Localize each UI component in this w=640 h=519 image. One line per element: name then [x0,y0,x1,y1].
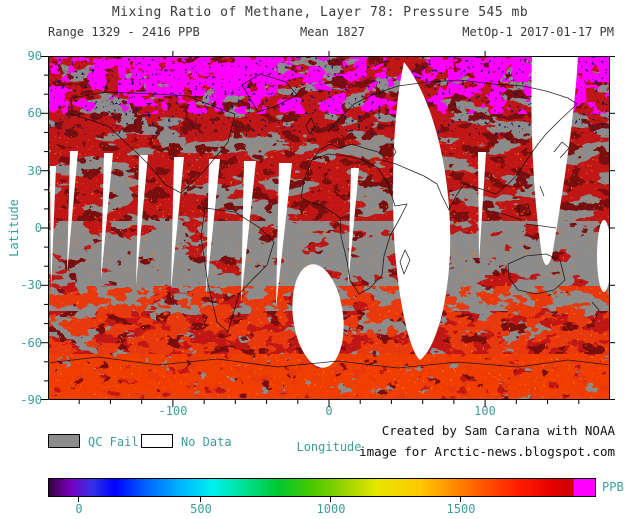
map-plot-area [41,51,615,407]
lat-tick-label: 30 [27,164,42,178]
no-data-swatch [141,434,173,448]
colorbar-tick [460,497,461,502]
lon-major-ticks [172,51,486,407]
no-data-label: No Data [181,435,232,449]
lon-minor-ticks [78,400,580,404]
mean-label: Mean 1827 [300,25,366,39]
colorbar-tick [200,497,201,502]
colorbar-unit-label: PPB [602,480,624,494]
credit-text: Created by Sam Carana with NOAA image fo… [359,421,615,462]
lat-tick-label: 90 [27,49,42,63]
map-canvas [41,51,615,407]
colorbar-tick-label: 0 [75,502,83,516]
no-data-swaths [50,56,611,368]
credit-line-1: Created by Sam Carana with NOAA [381,423,615,438]
lat-minor-ticks [44,74,48,382]
qc-fail-swatch [48,434,80,448]
lat-tick-label: -30 [20,278,42,292]
satellite-date-label: MetOp-1 2017-01-17 PM [462,25,614,39]
colorbar-tick-label: 1000 [316,502,346,516]
lon-tick-label: 0 [325,404,333,418]
colorbar-tick-label: 1500 [446,502,476,516]
coastlines [47,73,611,369]
colorbar-tick [78,497,79,502]
lat-major-ticks [41,56,615,400]
lat-tick-label: 0 [34,221,42,235]
lat-tick-label: 60 [27,106,42,120]
x-axis-title: Longitude [296,440,362,454]
lat-tick-label: -90 [20,393,42,407]
map-frame [48,56,610,400]
qc-fail-label: QC Fail [88,435,139,449]
lat-tick-label: -60 [20,336,42,350]
chart-title: Mixing Ratio of Methane, Layer 78: Press… [111,5,529,20]
credit-line-2: image for Arctic-news.blogspot.com [359,443,615,459]
lon-tick-label: 100 [474,404,496,418]
lon-tick-label: -100 [158,404,188,418]
colorbar [48,478,596,497]
range-label: Range 1329 - 2416 PPB [48,25,200,39]
colorbar-tick [330,497,331,502]
colorbar-tick-label: 500 [190,502,212,516]
